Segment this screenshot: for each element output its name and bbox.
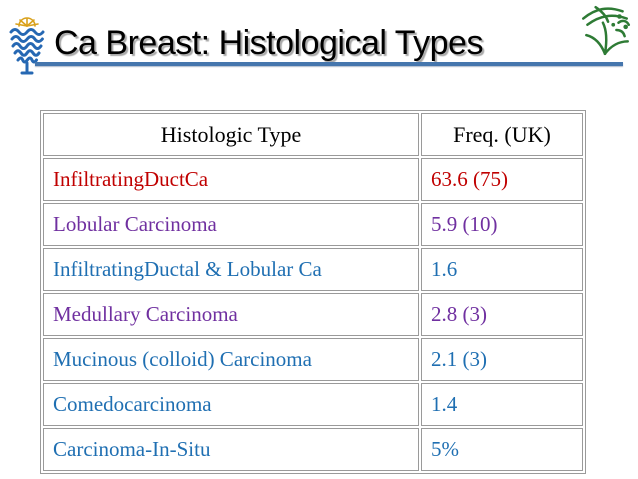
cell-freq: 1.4 (421, 383, 583, 426)
histology-table: Histologic Type Freq. (UK) InfiltratingD… (40, 110, 586, 474)
cell-freq: 2.1 (3) (421, 338, 583, 381)
cell-freq: 5.9 (10) (421, 203, 583, 246)
cell-freq: 63.6 (75) (421, 158, 583, 201)
table-row: Carcinoma-In-Situ 5% (43, 428, 583, 471)
cell-type: Mucinous (colloid) Carcinoma (43, 338, 419, 381)
column-header-freq: Freq. (UK) (421, 113, 583, 156)
cell-type: Carcinoma-In-Situ (43, 428, 419, 471)
cell-type: Medullary Carcinoma (43, 293, 419, 336)
table-row: InfiltratingDuctal & Lobular Ca 1.6 (43, 248, 583, 291)
plant-logo-icon (581, 5, 631, 56)
cell-type: Comedocarcinoma (43, 383, 419, 426)
table-row: Mucinous (colloid) Carcinoma 2.1 (3) (43, 338, 583, 381)
table-row: InfiltratingDuctCa 63.6 (75) (43, 158, 583, 201)
table-row: Lobular Carcinoma 5.9 (10) (43, 203, 583, 246)
cell-type: InfiltratingDuctCa (43, 158, 419, 201)
cell-type: InfiltratingDuctal & Lobular Ca (43, 248, 419, 291)
table-row: Comedocarcinoma 1.4 (43, 383, 583, 426)
sun-waves-icon (9, 17, 45, 75)
title-underline (35, 62, 623, 66)
cell-type: Lobular Carcinoma (43, 203, 419, 246)
page-title: Ca Breast: Histological Types (54, 24, 483, 62)
cell-freq: 2.8 (3) (421, 293, 583, 336)
cell-freq: 1.6 (421, 248, 583, 291)
column-header-type: Histologic Type (43, 113, 419, 156)
table-header-row: Histologic Type Freq. (UK) (43, 113, 583, 156)
cell-freq: 5% (421, 428, 583, 471)
table-row: Medullary Carcinoma 2.8 (3) (43, 293, 583, 336)
